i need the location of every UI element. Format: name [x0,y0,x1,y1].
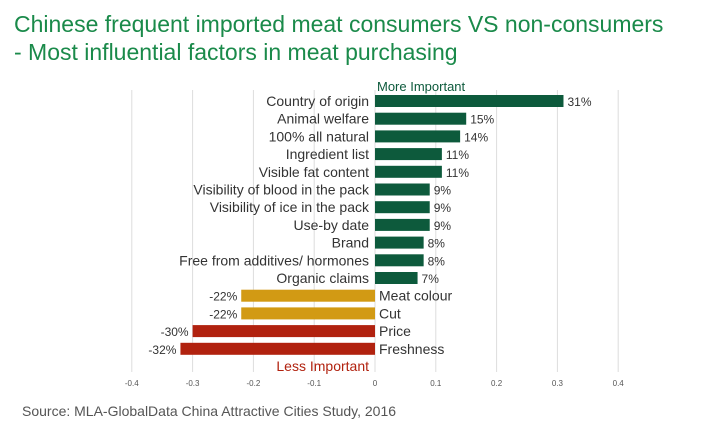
value-label: 31% [567,95,591,109]
x-tick-label: 0.2 [491,379,503,388]
x-axis-ticks: -0.4 -0.3 -0.2 -0.1 0 0.1 0.2 0.3 0.4 [125,379,624,388]
x-tick-label: -0.4 [125,379,139,388]
value-label: 8% [428,254,446,268]
bar [180,342,375,355]
x-tick-label: 0.1 [430,379,442,388]
x-tick-label: 0 [373,379,378,388]
value-labels: 31% 15% 14% 11% 11% 9% 9% 9% 8% 8% 7% -22% -22% -30% -… [148,95,591,357]
category-label: Animal welfare [277,111,369,127]
bar [375,236,424,249]
category-label: Brand [332,235,369,251]
value-label: -32% [148,343,176,357]
value-label: 9% [434,219,452,233]
value-label: 9% [434,201,452,215]
x-tick-label: -0.1 [307,379,321,388]
less-important-annotation: Less Important [276,358,369,374]
value-label: 9% [434,184,452,198]
category-label: Country of origin [266,93,369,109]
x-tick-label: 0.4 [613,379,625,388]
category-label: Freshness [379,341,444,357]
category-label: Ingredient list [286,146,369,162]
x-tick-label: -0.3 [186,379,200,388]
bar [375,218,430,231]
bar [375,201,430,214]
value-label: 11% [446,166,469,180]
category-label: Organic claims [276,270,369,286]
bar [375,112,467,125]
source-note: Source: MLA-GlobalData China Attractive … [22,403,397,419]
category-label: Free from additives/ hormones [179,252,369,268]
category-label: Visibility of ice in the pack [210,199,370,215]
value-label: 11% [446,148,469,162]
more-important-annotation: More Important [377,79,466,94]
value-label: 8% [428,237,446,251]
bar [375,148,442,161]
bar [375,165,442,178]
chart-title: Chinese frequent imported meat consumers… [14,10,663,66]
bar [375,183,430,196]
value-label: 15% [470,113,494,127]
category-label: Visibility of blood in the pack [193,182,370,198]
bar [375,272,418,284]
value-label: -22% [209,290,237,304]
x-tick-label: 0.3 [552,379,564,388]
title-line-2: - Most influential factors in meat purch… [14,39,458,65]
value-label: -30% [161,325,189,339]
bar [375,95,564,107]
x-tick-label: -0.2 [247,379,261,388]
category-label: Use-by date [294,217,370,233]
bars [180,95,564,355]
bar [375,254,424,267]
bar [241,289,375,302]
bar [241,307,375,320]
category-label: Price [379,323,411,339]
value-label: -22% [209,307,237,321]
title-line-1: Chinese frequent imported meat consumers… [14,11,664,37]
value-label: 14% [464,130,488,144]
bar [375,130,461,143]
value-label: 7% [422,272,440,286]
category-label: Meat colour [379,288,452,304]
category-label: Cut [379,305,401,321]
category-label: 100% all natural [269,128,369,144]
category-label: Visible fat content [259,164,369,180]
bar [192,325,375,338]
